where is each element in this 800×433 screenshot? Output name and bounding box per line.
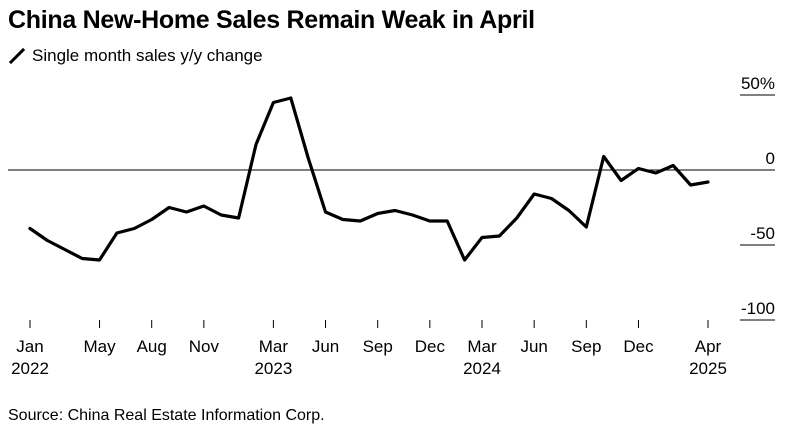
x-tick-year-label: 2025: [689, 359, 727, 378]
x-tick-label: Sep: [363, 337, 393, 356]
x-tick-label: Apr: [695, 337, 722, 356]
legend-series-label: Single month sales y/y change: [32, 46, 263, 65]
x-tick-label: Jun: [312, 337, 339, 356]
x-tick-label: Jan: [16, 337, 43, 356]
y-tick-label: 0: [766, 149, 775, 168]
x-tick-year-label: 2022: [11, 359, 49, 378]
x-tick-year-label: 2024: [463, 359, 501, 378]
chart-title: China New-Home Sales Remain Weak in Apri…: [8, 6, 535, 34]
y-tick-label: -100: [741, 299, 775, 318]
x-tick-label: Mar: [467, 337, 497, 356]
x-tick-label: May: [83, 337, 116, 356]
chart-legend: Single month sales y/y change: [8, 46, 263, 66]
series-line: [28, 96, 710, 262]
x-tick-label: Aug: [137, 337, 167, 356]
y-tick-label: -50: [750, 224, 775, 243]
x-tick-label: Mar: [259, 337, 289, 356]
x-tick-label: Sep: [571, 337, 601, 356]
x-tick-label: Dec: [415, 337, 446, 356]
x-tick-label: Jun: [520, 337, 547, 356]
x-tick-label: Dec: [623, 337, 654, 356]
x-tick-label: Nov: [189, 337, 220, 356]
x-tick-year-label: 2023: [254, 359, 292, 378]
source-note: Source: China Real Estate Information Co…: [8, 407, 325, 424]
legend-line-swatch: [8, 47, 26, 65]
y-tick-label: 50%: [741, 74, 775, 93]
